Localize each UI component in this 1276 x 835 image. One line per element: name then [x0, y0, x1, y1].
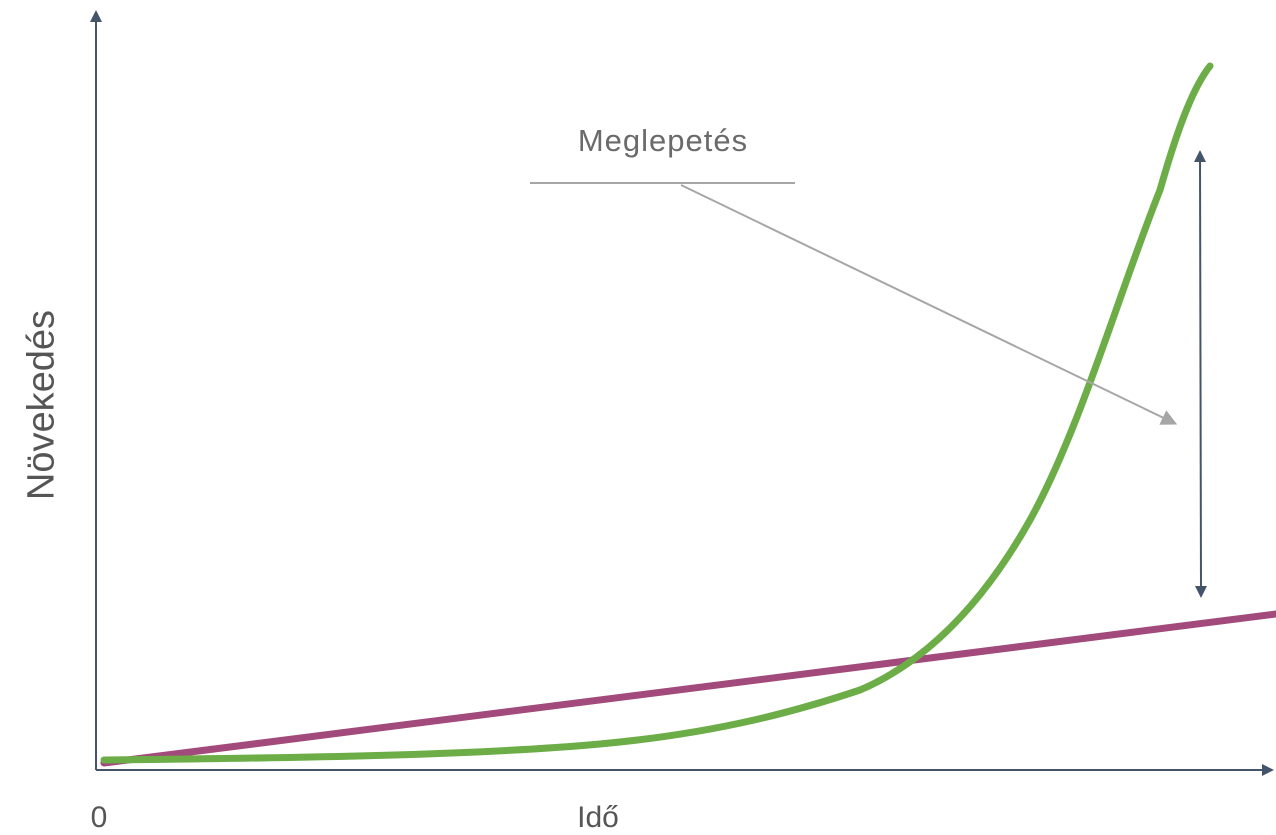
y-axis-label: Növekedés	[20, 309, 63, 501]
origin-label: 0	[90, 801, 108, 834]
linear-growth-line	[100, 610, 1276, 767]
gap-double-arrow	[1194, 150, 1207, 598]
x-axis-label: Idő	[577, 801, 619, 834]
exponential-growth-curve	[100, 62, 1214, 764]
annotation-pointer-arrow	[680, 184, 1178, 425]
annotation-label: Meglepetés	[577, 123, 749, 158]
